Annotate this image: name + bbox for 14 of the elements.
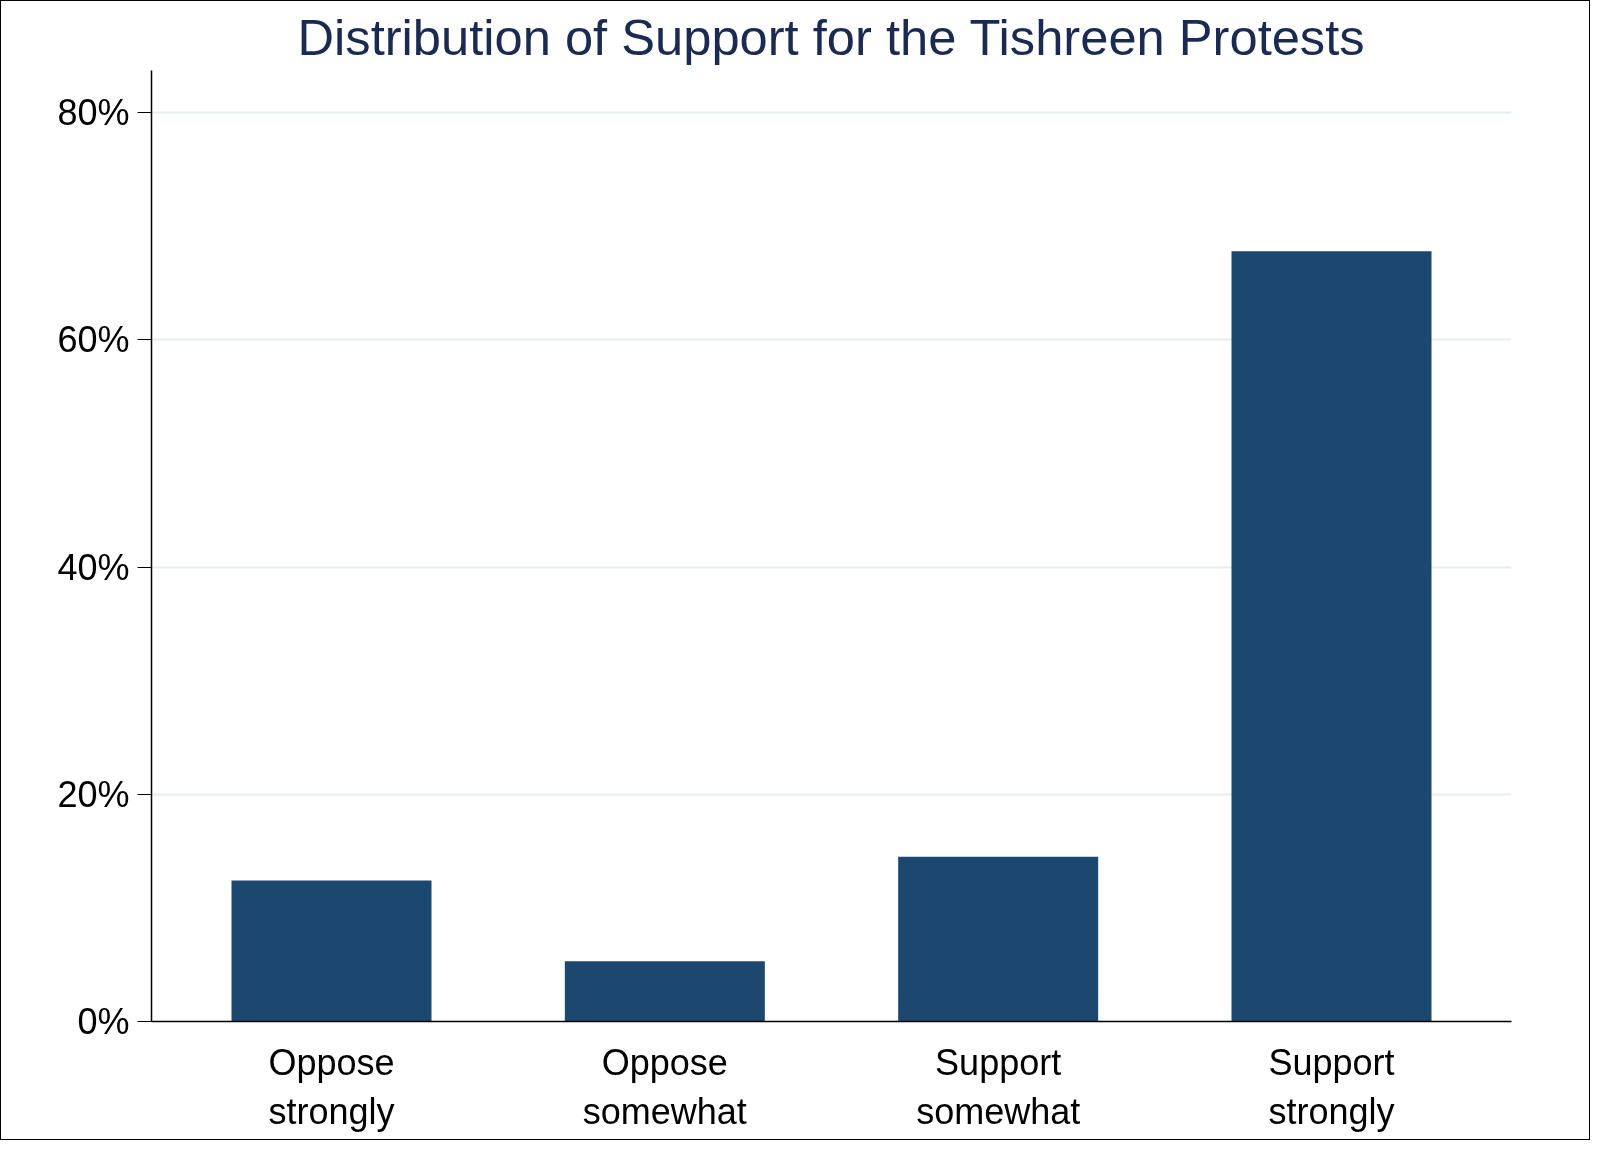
x-tick-label: Oppose somewhat <box>582 1041 747 1132</box>
x-tick-label: Oppose strongly <box>268 1041 395 1132</box>
bar <box>231 880 432 1022</box>
y-tick-label: 80% <box>57 92 130 134</box>
y-tick-label: 60% <box>57 319 130 361</box>
bar <box>564 961 765 1022</box>
bar <box>1231 251 1432 1022</box>
y-tick-label: 40% <box>57 546 130 588</box>
x-tick-label: Support somewhat <box>916 1041 1081 1132</box>
y-tick-label: 0% <box>77 1001 130 1042</box>
bar <box>898 856 1099 1022</box>
x-tick-label: Support strongly <box>1268 1041 1395 1132</box>
y-tick-label: 20% <box>57 773 130 815</box>
chart-title: Distribution of Support for the Tishreen Protests <box>297 8 1365 66</box>
